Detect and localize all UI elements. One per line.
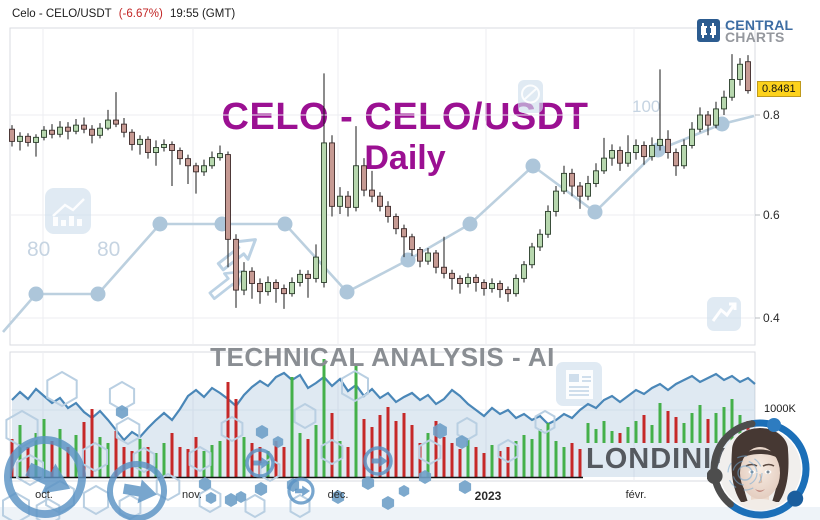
panel-borders bbox=[9, 27, 756, 482]
instrument-name: Celo - CELO/USDT bbox=[12, 8, 112, 20]
overlay-brand-name: LONDINIA bbox=[586, 443, 735, 475]
watermark-numbers: 80 80 100 bbox=[27, 97, 660, 261]
time-tick-label: févr. bbox=[625, 489, 647, 501]
svg-text:100: 100 bbox=[632, 97, 660, 116]
change-percent: (-6.67%) bbox=[118, 8, 163, 20]
background-trendline bbox=[2, 114, 755, 333]
candlestick-series bbox=[9, 54, 751, 309]
price-tick-label: 0.8 bbox=[763, 108, 780, 122]
quote-time: 19:55 (GMT) bbox=[170, 8, 236, 20]
time-tick-label: nov. bbox=[182, 489, 202, 501]
brand-candlestick-icon bbox=[697, 19, 720, 42]
last-price-badge: 0.8481 bbox=[757, 81, 801, 97]
price-tick-label: 0.6 bbox=[763, 208, 780, 222]
svg-text:80: 80 bbox=[97, 238, 120, 261]
tech-overlay-arcs bbox=[727, 455, 763, 491]
price-tick-label: 0.4 bbox=[763, 311, 780, 325]
watermark-icons bbox=[45, 80, 741, 406]
avatar-face bbox=[727, 428, 789, 510]
time-tick-label: 2023 bbox=[474, 489, 502, 503]
decor-circle-arrows bbox=[4, 436, 393, 520]
volume-axis-label: 1000K bbox=[764, 403, 796, 415]
ai-avatar bbox=[706, 416, 813, 520]
title-timeframe: Daily bbox=[364, 139, 446, 177]
decor-hexagons bbox=[1, 369, 556, 520]
brand-wordmark: CENTRAL CHARTS bbox=[725, 17, 794, 45]
section-label: TECHNICAL ANALYSIS - AI bbox=[210, 342, 555, 372]
indicator-area-series bbox=[11, 371, 756, 477]
centralcharts-logo[interactable]: CENTRAL CHARTS bbox=[697, 17, 794, 45]
svg-text:80: 80 bbox=[27, 238, 50, 261]
time-tick-label: oct. bbox=[35, 489, 53, 501]
time-tick-label: déc. bbox=[327, 489, 349, 501]
avatar-ring bbox=[706, 418, 810, 519]
instrument-header: Celo - CELO/USDT (-6.67%) 19:55 (GMT) bbox=[12, 8, 235, 20]
